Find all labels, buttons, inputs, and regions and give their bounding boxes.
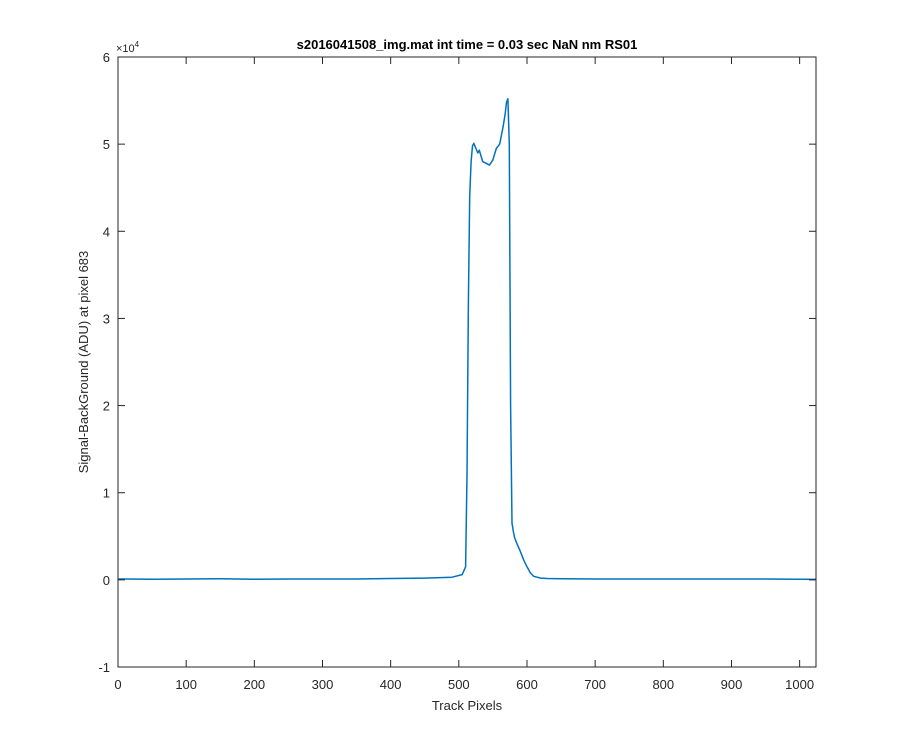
x-tick-label: 1000: [785, 677, 814, 692]
x-tick-label: 200: [243, 677, 265, 692]
chart-title: s2016041508_img.mat int time = 0.03 sec …: [297, 37, 638, 52]
plot-area: [118, 57, 816, 667]
plot-frame: [117, 56, 817, 668]
x-tick-label: 0: [114, 677, 121, 692]
y-tick-label: 5: [103, 137, 110, 152]
y-tick-label: 3: [103, 311, 110, 326]
y-tick-label: -1: [98, 660, 110, 675]
y-tick-label: 6: [103, 50, 110, 65]
x-tick-label: 100: [175, 677, 197, 692]
y-axis-label: Signal-BackGround (ADU) at pixel 683: [76, 251, 91, 474]
y-multiplier-base: ×10: [116, 43, 135, 55]
y-tick-label: 0: [103, 573, 110, 588]
x-tick-label: 400: [380, 677, 402, 692]
series-line: [117, 98, 817, 581]
y-multiplier-exponent: 4: [135, 40, 140, 49]
x-tick-label: 300: [312, 677, 334, 692]
chart-marks: [117, 98, 817, 581]
y-tick-label: 1: [103, 486, 110, 501]
x-tick-label: 700: [584, 677, 606, 692]
x-tick-label: 800: [652, 677, 674, 692]
y-multiplier-label: ×104: [116, 40, 140, 55]
x-tick-label: 500: [448, 677, 470, 692]
x-axis-label: Track Pixels: [432, 698, 503, 713]
y-tick-label: 2: [103, 399, 110, 414]
x-tick-label: 600: [516, 677, 538, 692]
axis-ticks: 0 100 200 300 400 500 600 700 800 900 1000 -1 0 1 2 3 4 5…: [98, 50, 816, 692]
y-tick-label: 4: [103, 224, 110, 239]
x-tick-label: 900: [721, 677, 743, 692]
